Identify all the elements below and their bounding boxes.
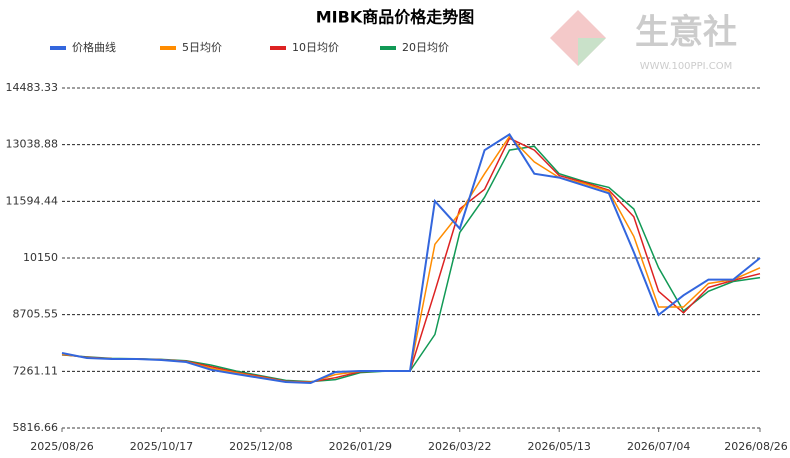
watermark-name: 生意社 xyxy=(635,13,737,53)
x-tick-label: 2026/05/13 xyxy=(528,440,591,453)
y-tick-label: 11594.44 xyxy=(6,194,59,207)
legend-label: 价格曲线 xyxy=(72,40,116,54)
x-tick-label: 2026/08/26 xyxy=(724,440,787,453)
legend-label: 20日均价 xyxy=(402,41,449,54)
x-tick-label: 2025/10/17 xyxy=(130,440,193,453)
x-tick-label: 2026/07/04 xyxy=(627,440,690,453)
y-tick-label: 8705.55 xyxy=(13,308,59,321)
y-tick-label: 14483.33 xyxy=(6,81,59,94)
series-line xyxy=(61,133,761,385)
y-tick-label: 5816.66 xyxy=(13,421,59,434)
y-tick-label: 10150 xyxy=(23,251,58,264)
watermark-logo xyxy=(550,10,606,66)
legend-label: 5日均价 xyxy=(182,41,222,54)
x-tick-label: 2026/01/29 xyxy=(329,440,392,453)
series-line xyxy=(61,145,761,383)
chart-title: MIBK商品价格走势图 xyxy=(316,8,474,27)
y-tick-label: 13038.88 xyxy=(6,138,59,151)
x-tick-label: 2025/12/08 xyxy=(229,440,292,453)
x-tick-label: 2025/08/26 xyxy=(30,440,93,453)
y-tick-label: 7261.11 xyxy=(13,364,59,377)
logo-shape xyxy=(578,38,606,66)
x-tick-label: 2026/03/22 xyxy=(428,440,491,453)
legend-label: 10日均价 xyxy=(292,41,339,54)
watermark-url: WWW.100PPI.COM xyxy=(640,61,732,72)
logo-shape xyxy=(550,10,606,66)
